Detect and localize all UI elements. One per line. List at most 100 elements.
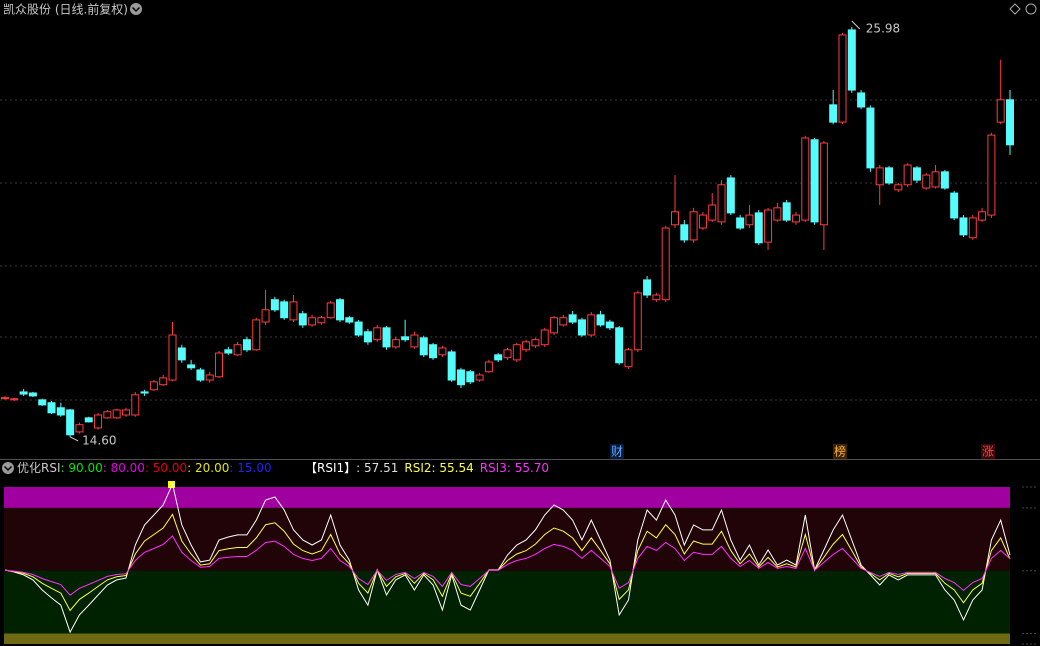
candle-body	[261, 309, 270, 323]
candle-body	[224, 349, 233, 354]
marker-box	[833, 444, 847, 459]
candle-body	[512, 344, 521, 361]
candle-body	[215, 352, 224, 378]
level-label: : 20.00	[187, 461, 229, 475]
candle-body	[149, 381, 158, 391]
candle-body	[615, 327, 624, 364]
candle-body	[242, 339, 251, 351]
candle-body	[838, 34, 847, 123]
candle-body	[187, 364, 196, 369]
candle-body	[885, 167, 894, 184]
candle-body	[577, 319, 586, 336]
level-label: : 80.00	[103, 461, 145, 475]
candle-body	[252, 319, 261, 351]
marker: 涨	[982, 444, 994, 459]
candle-body	[633, 292, 642, 351]
level-label: : 50.00	[145, 461, 187, 475]
candle-body	[754, 212, 763, 244]
marker: 财	[611, 445, 623, 459]
candle-body	[819, 142, 828, 226]
candle-body	[605, 321, 614, 329]
candle-body	[205, 374, 214, 381]
candle-body	[801, 137, 810, 221]
level-band	[4, 507, 1010, 571]
candle-body	[829, 104, 838, 123]
candle-body	[1, 397, 9, 400]
candle-body	[317, 317, 326, 324]
candle-body	[336, 299, 344, 321]
candle-body	[289, 301, 298, 321]
candle-body	[66, 409, 75, 436]
rsi-line	[4, 482, 1011, 634]
candle-body	[345, 317, 354, 323]
marker-box	[981, 444, 995, 459]
candle-body	[596, 314, 605, 326]
candle-body	[28, 392, 37, 397]
candle-body	[121, 409, 130, 416]
candle-body	[689, 211, 698, 241]
candle-body	[587, 314, 596, 336]
rsi-line	[4, 513, 1011, 612]
candle-body	[968, 217, 977, 239]
candle-body	[857, 92, 866, 108]
legend-name: 【RSI1】	[305, 461, 356, 475]
candle-body	[550, 317, 559, 334]
marker-box	[610, 444, 624, 459]
candle-body	[168, 334, 177, 381]
candle-body	[661, 227, 670, 301]
high-label: 25.98	[866, 22, 900, 36]
candle-body	[177, 347, 186, 361]
candle-body	[773, 207, 782, 221]
candle-body	[270, 299, 279, 311]
indicator-title: 优化RSI	[17, 461, 61, 475]
candle-body	[19, 391, 28, 395]
chart-title: 凯众股份 (日线.前复权)	[3, 2, 128, 17]
legend-value: : 55.70	[507, 461, 549, 475]
candle-body	[912, 167, 921, 181]
candle-body	[643, 279, 652, 296]
candle-body	[698, 214, 707, 229]
candle-body	[959, 217, 968, 236]
circle-icon[interactable]	[1025, 3, 1037, 15]
candle-body	[866, 107, 875, 169]
indicator-menu[interactable]	[2, 462, 14, 474]
candle-body	[894, 184, 903, 191]
candle-body	[782, 202, 791, 221]
candle-body	[624, 349, 633, 368]
candle-body	[38, 399, 47, 406]
candle-body	[875, 167, 884, 186]
candle-body	[56, 407, 65, 416]
candle-body	[10, 398, 19, 401]
candle-body	[401, 336, 410, 341]
candle-body	[456, 369, 465, 386]
candle-body	[112, 409, 121, 419]
candle-body	[940, 171, 949, 189]
level-label: : 15.00	[229, 461, 271, 475]
candle-body	[531, 339, 540, 347]
candle-body	[308, 317, 317, 326]
candle-body	[791, 214, 800, 223]
level-band	[4, 633, 1010, 644]
high-pointer	[851, 20, 861, 30]
candle-body	[419, 337, 428, 356]
candle-body	[671, 211, 679, 226]
candle-body	[680, 224, 689, 241]
candle-body	[708, 204, 717, 221]
candle-body	[438, 347, 447, 356]
legend-value: : 57.51	[356, 461, 398, 475]
candle-body	[391, 339, 400, 348]
legend-name: RSI3	[480, 461, 507, 475]
level-band	[4, 570, 1010, 634]
diamond-icon[interactable]	[1009, 3, 1021, 15]
candle-body	[103, 411, 112, 419]
candle-body	[131, 394, 140, 416]
candle-body	[159, 377, 168, 386]
candle-body	[922, 174, 931, 189]
peak-marker	[168, 481, 175, 488]
candle-body	[94, 414, 103, 429]
candle-body	[568, 314, 577, 323]
title-menu[interactable]	[130, 3, 142, 15]
candle-body	[978, 211, 987, 221]
candle-body	[373, 327, 382, 341]
